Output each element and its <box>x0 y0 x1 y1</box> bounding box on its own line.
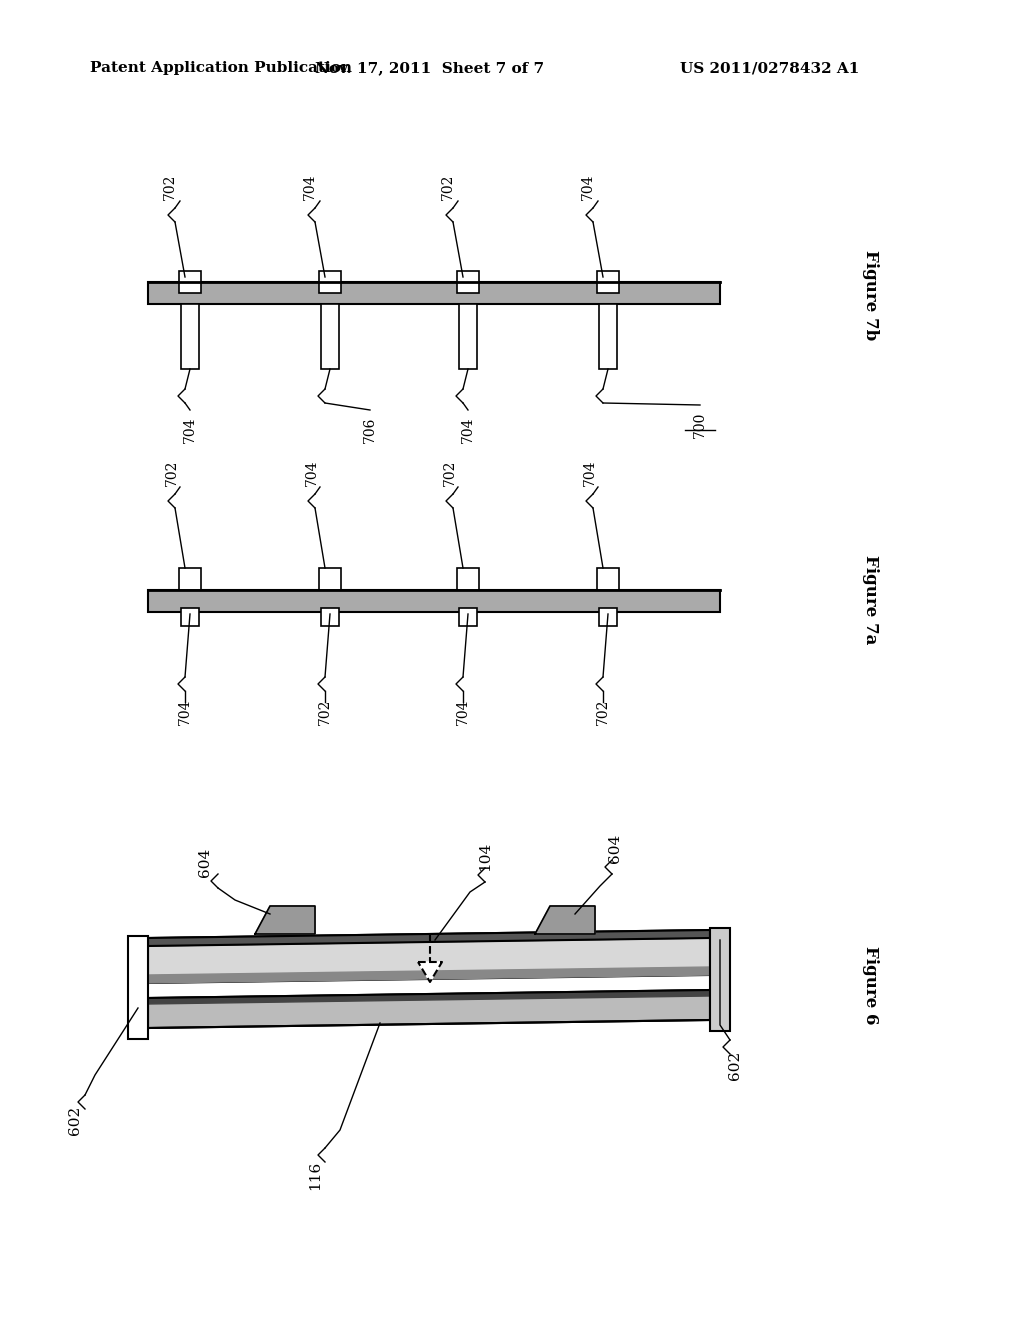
Text: Figure 7b: Figure 7b <box>861 249 879 341</box>
Bar <box>128 936 148 1039</box>
Polygon shape <box>148 931 710 946</box>
Bar <box>710 928 730 1031</box>
Text: 704: 704 <box>581 174 595 201</box>
Text: 704: 704 <box>461 417 475 444</box>
Bar <box>459 304 477 370</box>
Bar <box>179 271 201 293</box>
Bar <box>599 609 617 626</box>
Polygon shape <box>148 931 710 983</box>
Bar <box>321 609 339 626</box>
Bar <box>148 282 720 304</box>
Text: 702: 702 <box>441 174 455 201</box>
Polygon shape <box>148 990 710 1028</box>
Bar <box>599 304 617 370</box>
Bar <box>181 304 199 370</box>
Text: Figure 6: Figure 6 <box>861 945 879 1024</box>
Text: 702: 702 <box>163 174 177 201</box>
Polygon shape <box>255 906 315 935</box>
Text: Patent Application Publication: Patent Application Publication <box>90 61 352 75</box>
Text: 704: 704 <box>456 698 470 725</box>
Bar <box>148 590 720 612</box>
Text: 702: 702 <box>318 698 332 725</box>
Bar <box>321 304 339 370</box>
Text: 116: 116 <box>308 1160 322 1189</box>
Text: 604: 604 <box>608 833 622 863</box>
Text: 704: 704 <box>183 417 197 444</box>
Bar <box>457 271 479 293</box>
Bar <box>457 568 479 590</box>
Text: 702: 702 <box>596 698 610 725</box>
Polygon shape <box>148 968 710 983</box>
Text: 704: 704 <box>305 459 319 486</box>
Polygon shape <box>535 906 595 935</box>
Text: Figure 7a: Figure 7a <box>861 556 879 644</box>
Text: 704: 704 <box>178 698 193 725</box>
Text: 704: 704 <box>583 459 597 486</box>
Bar <box>319 271 341 293</box>
Text: 602: 602 <box>728 1051 742 1080</box>
Text: 700: 700 <box>693 412 707 438</box>
Text: Nov. 17, 2011  Sheet 7 of 7: Nov. 17, 2011 Sheet 7 of 7 <box>315 61 545 75</box>
Text: US 2011/0278432 A1: US 2011/0278432 A1 <box>680 61 859 75</box>
Text: 104: 104 <box>478 841 492 871</box>
Bar <box>181 609 199 626</box>
Text: 604: 604 <box>198 847 212 876</box>
Bar <box>597 271 618 293</box>
Text: 602: 602 <box>68 1105 82 1135</box>
Text: 704: 704 <box>303 174 317 201</box>
Text: 706: 706 <box>362 417 377 444</box>
Bar <box>459 609 477 626</box>
Text: 702: 702 <box>165 459 179 486</box>
Bar <box>319 568 341 590</box>
Polygon shape <box>418 962 442 982</box>
Polygon shape <box>148 990 710 1005</box>
Bar <box>597 568 618 590</box>
Bar <box>179 568 201 590</box>
Text: 702: 702 <box>443 459 457 486</box>
